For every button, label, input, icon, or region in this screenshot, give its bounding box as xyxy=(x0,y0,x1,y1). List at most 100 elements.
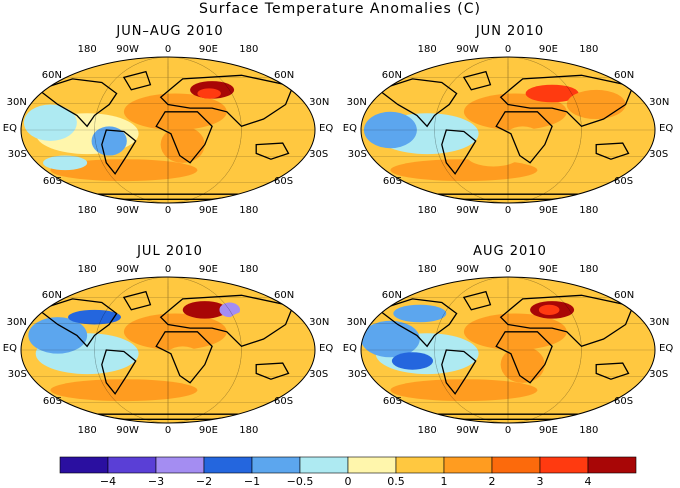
map-svg xyxy=(20,276,316,424)
lon-label-top: 180 xyxy=(579,264,599,275)
lat-label-right: 60N xyxy=(614,70,635,82)
lon-label-bot: 180 xyxy=(77,425,97,436)
colorbar-tick-label: −1 xyxy=(243,475,261,488)
colorbar-tick-label: 4 xyxy=(584,475,592,488)
africa-outline xyxy=(495,331,553,384)
ocean-warm-area xyxy=(190,130,279,167)
lat-label-right: 30S xyxy=(649,369,669,381)
australia-outline xyxy=(595,362,630,380)
lat-label-left: 60S xyxy=(382,175,402,187)
lon-label-top: 0 xyxy=(164,264,172,275)
map-panel-jja: JUN–AUG 2010 180 180 90W 90W 0 0 90E 90E 180 180 6… xyxy=(0,24,340,239)
africa-outline xyxy=(495,111,553,164)
south-america-outline xyxy=(101,349,137,395)
main-title: Surface Temperature Anomalies (C) xyxy=(199,1,481,17)
asia-warm-area xyxy=(226,309,286,340)
lat-label-left: EQ xyxy=(2,123,17,134)
lat-label-right: 30N xyxy=(309,96,330,108)
southern-warm-area xyxy=(390,379,538,402)
canada-cool-area xyxy=(68,309,121,325)
colorbar-tick-label: 1 xyxy=(440,475,448,488)
lon-label-bot: 90E xyxy=(198,205,218,216)
lat-label-left: 30N xyxy=(346,96,367,108)
lat-label-right: 60N xyxy=(614,290,635,302)
lat-label-right: 60S xyxy=(274,175,294,187)
lon-label-bot: 180 xyxy=(417,425,437,436)
ocean-warm-area xyxy=(530,130,619,167)
anomaly-field xyxy=(21,277,315,423)
colorbar-swatch xyxy=(587,456,637,474)
lat-label-left: 60S xyxy=(42,175,62,187)
lat-label-left: 60N xyxy=(381,290,402,302)
lon-label-top: 0 xyxy=(504,44,512,55)
colorbar-swatch xyxy=(491,456,541,474)
lon-label-top: 0 xyxy=(164,44,172,55)
lat-label-left: 30S xyxy=(7,369,27,381)
lon-label-top: 90W xyxy=(456,264,479,275)
panel-title: JUN–AUG 2010 xyxy=(116,24,224,39)
eurasia-outline xyxy=(159,74,294,128)
south-pacific-cool-area xyxy=(43,155,88,171)
lon-label-bot: 180 xyxy=(579,205,599,216)
siberia-cold-area xyxy=(219,302,241,318)
eurasia-outline xyxy=(499,294,634,348)
colorbar-swatch xyxy=(155,456,205,474)
lon-label-bot: 90E xyxy=(538,425,558,436)
colorbar-swatch xyxy=(347,456,397,474)
lon-label-bot: 0 xyxy=(504,425,512,436)
lat-label-right: EQ xyxy=(319,343,334,354)
ocean-warm-area xyxy=(190,350,279,387)
colorbar-swatch xyxy=(299,456,349,474)
pacific-cool-area xyxy=(23,104,77,141)
lon-label-bot: 90W xyxy=(116,425,139,436)
lon-label-bot: 180 xyxy=(239,425,259,436)
colorbar-tick-label: −4 xyxy=(99,475,117,488)
lat-label-left: EQ xyxy=(2,343,17,354)
pacific-cool-area xyxy=(28,317,88,354)
panel-title: AUG 2010 xyxy=(473,244,547,259)
southern-warm-area xyxy=(50,379,198,402)
coastlines xyxy=(377,290,634,420)
lon-label-top: 180 xyxy=(239,44,259,55)
eurasia-outline xyxy=(159,294,294,348)
lon-label-bot: 180 xyxy=(417,205,437,216)
lat-label-right: 30N xyxy=(649,96,670,108)
southern-warm-area xyxy=(390,159,538,182)
australia-outline xyxy=(595,142,630,160)
africa-outline xyxy=(155,111,213,164)
russia-warm-area xyxy=(525,84,579,103)
anomaly-field xyxy=(361,277,655,423)
asia-warm-area xyxy=(226,89,286,120)
lat-label-left: EQ xyxy=(342,343,357,354)
colorbar xyxy=(59,456,637,474)
north-america-outline xyxy=(37,298,118,348)
russia-hot-area xyxy=(197,88,221,99)
lon-label-top: 180 xyxy=(77,264,97,275)
lon-label-top: 90W xyxy=(116,264,139,275)
lat-label-right: EQ xyxy=(659,343,674,354)
lat-label-right: 30S xyxy=(309,369,329,381)
lon-label-bot: 90E xyxy=(198,425,218,436)
lat-label-left: 60S xyxy=(382,395,402,407)
map-panel-jul: JUL 2010 180 180 90W 90W 0 0 90E 90E 180 180 60N 60… xyxy=(0,244,340,459)
lat-label-left: 30N xyxy=(6,96,27,108)
lon-label-top: 90E xyxy=(538,264,558,275)
colorbar-swatch xyxy=(107,456,157,474)
map-border xyxy=(20,56,316,204)
lat-label-left: EQ xyxy=(342,123,357,134)
lat-label-left: 30N xyxy=(6,316,27,328)
australia-outline xyxy=(255,362,290,380)
lon-label-bot: 0 xyxy=(164,205,172,216)
greenland-outline xyxy=(462,70,492,91)
pacific-cool-area xyxy=(361,320,420,358)
panel-title: JUL 2010 xyxy=(137,244,203,259)
map-panel-aug: AUG 2010 180 180 90W 90W 0 0 90E 90E 180 180 60N 60… xyxy=(340,244,680,459)
map-svg xyxy=(360,276,656,424)
asia-warm-area xyxy=(566,89,626,120)
colorbar-tick-label: 0 xyxy=(344,475,352,488)
lon-label-top: 90E xyxy=(198,44,218,55)
north-america-outline xyxy=(377,298,458,348)
north-pacific-cool-area xyxy=(393,304,447,323)
colorbar-tick-label: −2 xyxy=(195,475,213,488)
lon-label-bot: 180 xyxy=(239,205,259,216)
